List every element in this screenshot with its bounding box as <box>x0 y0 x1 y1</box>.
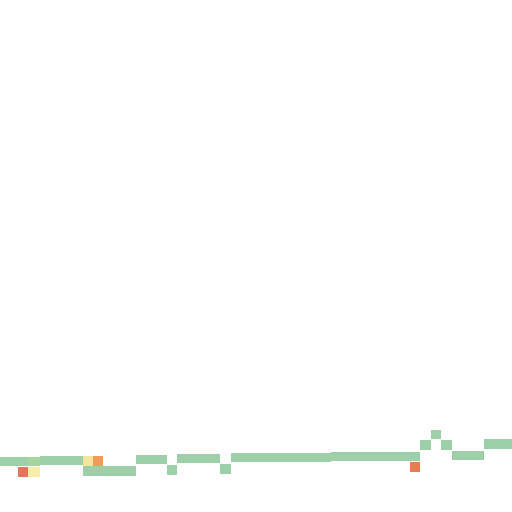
item-tile <box>83 456 93 466</box>
terrain-tile <box>28 457 40 466</box>
item-tile <box>410 462 420 472</box>
terrain-tile <box>136 455 167 464</box>
item-tile <box>93 456 103 466</box>
terrain-tile <box>0 457 28 466</box>
terrain-tile <box>420 440 431 450</box>
terrain <box>0 430 512 476</box>
terrain-tile <box>167 465 177 475</box>
terrain-tile <box>441 440 452 450</box>
terrain-tile <box>452 451 484 460</box>
item-tile <box>28 467 40 477</box>
terrain-tile <box>177 454 220 463</box>
terrain-tile <box>431 430 441 439</box>
item-tile <box>18 467 28 477</box>
terrain-tile <box>231 453 331 462</box>
terrain-tile <box>331 452 420 461</box>
items <box>18 456 420 477</box>
terrain-tile <box>484 439 512 449</box>
terrain-tile <box>83 466 136 476</box>
terrain-tile <box>40 456 83 465</box>
terrain-tile <box>220 464 231 474</box>
